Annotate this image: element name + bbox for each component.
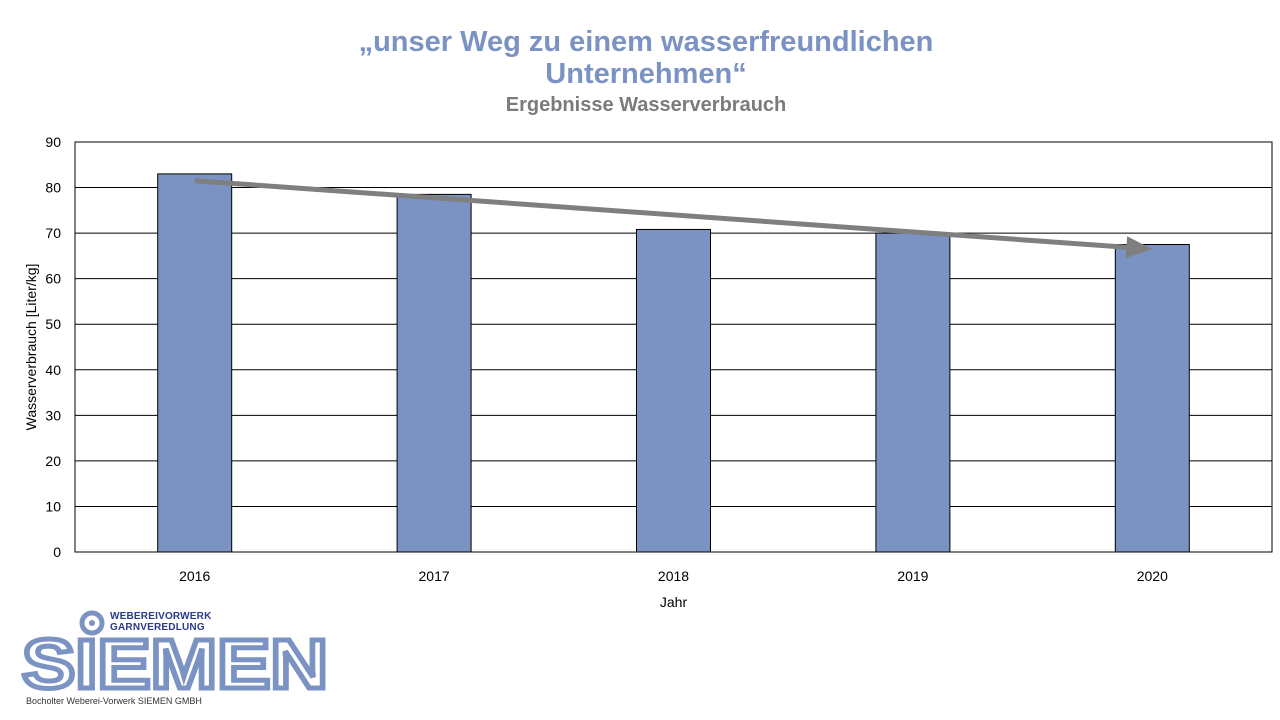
x-tick-label: 2019 — [897, 568, 928, 584]
y-tick-label: 60 — [45, 271, 61, 287]
logo-graphic: SIEMEN — [20, 610, 331, 706]
y-tick-label: 80 — [45, 180, 61, 196]
bar-2017 — [396, 193, 472, 553]
x-tick-label: 2017 — [419, 568, 450, 584]
y-tick-label: 0 — [53, 544, 61, 560]
page-title-line-1: „unser Weg zu einem wasserfreundlichen — [358, 26, 934, 58]
trend-arrow-line — [194, 178, 1127, 250]
bar-2018 — [636, 228, 711, 553]
y-tick-label: 70 — [45, 225, 61, 241]
x-tick-label: 2016 — [179, 568, 210, 584]
logo-wordmark: SIEMEN — [22, 625, 328, 698]
y-tick-label: 30 — [45, 407, 61, 423]
title-block: „unser Weg zu einem wasserfreundlichen U… — [0, 26, 1280, 118]
page-title-line-2: Unternehmen“ — [545, 58, 747, 90]
y-axis-title: Wasserverbrauch [Liter/kg] — [23, 264, 39, 431]
company-logo: SIEMEN WEBEREIVORWERK GARNVEREDLUNG Boch… — [18, 608, 338, 708]
logo-footer-text: Bocholter Weberei-Vorwerk SIEMEN GMBH — [26, 696, 202, 706]
y-tick-label: 20 — [45, 453, 61, 469]
x-tick-label: 2020 — [1137, 568, 1168, 584]
page-subtitle: Ergebnisse Wasserverbrauch — [505, 94, 787, 116]
bar-2016 — [157, 173, 233, 553]
bar-2020 — [1114, 244, 1190, 553]
logo-line-2: GARNVEREDLUNG — [110, 622, 205, 633]
y-tick-label: 40 — [45, 362, 61, 378]
y-tick-label: 50 — [45, 316, 61, 332]
y-tick-label: 90 — [45, 134, 61, 150]
x-tick-label: 2018 — [658, 568, 689, 584]
y-tick-label: 10 — [45, 498, 61, 514]
logo-line-1: WEBEREIVORWERK — [110, 611, 212, 622]
bar-2019 — [875, 232, 951, 553]
x-axis-title: Jahr — [660, 594, 688, 610]
trend-arrow-head — [1125, 236, 1153, 259]
